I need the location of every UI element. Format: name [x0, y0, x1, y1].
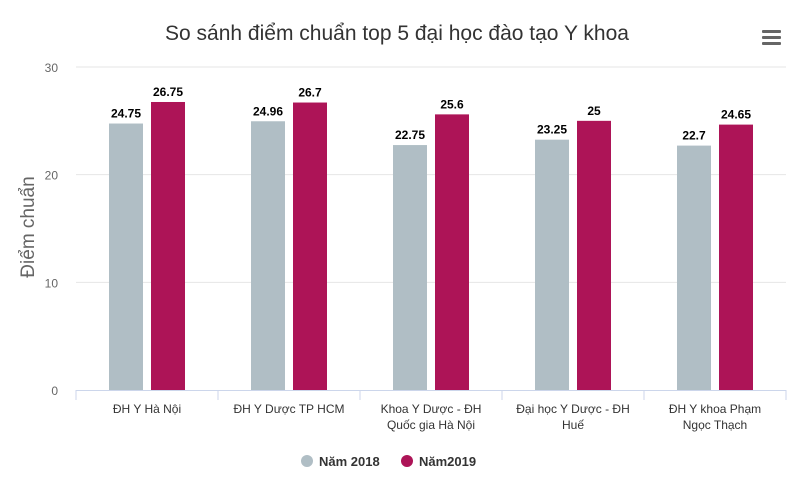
data-label: 26.7: [298, 86, 322, 100]
legend-item[interactable]: Năm 2018: [301, 454, 380, 469]
data-label: 26.75: [153, 85, 183, 99]
legend: Năm 2018 Năm2019: [301, 454, 476, 469]
y-tick-label: 20: [45, 169, 59, 183]
data-label: 22.75: [395, 128, 425, 142]
data-label: 23.25: [537, 123, 567, 137]
legend-item[interactable]: Năm2019: [401, 454, 476, 469]
data-label: 22.7: [682, 129, 706, 143]
legend-label: Năm 2018: [319, 454, 380, 469]
bar[interactable]: [577, 120, 611, 390]
x-tick-label: Khoa Y Dược - ĐH Quốc gia Hà Nội: [381, 402, 482, 432]
gridlines: [76, 66, 786, 283]
bar[interactable]: [251, 121, 285, 390]
bar[interactable]: [719, 124, 753, 390]
data-labels: 24.75 26.75 24.96 26.7 22.75 25.6 23.25 25 22.7 2…: [110, 84, 753, 144]
bar[interactable]: [151, 101, 185, 390]
x-axis: [75, 390, 787, 400]
data-label: 24.75: [111, 107, 141, 121]
legend-marker: [401, 455, 413, 467]
data-label: 25.6: [440, 97, 464, 111]
y-tick-label: 0: [51, 384, 58, 398]
y-tick-label: 10: [45, 276, 59, 290]
data-label: 24.96: [253, 104, 283, 118]
y-axis-title: Điểm chuẩn: [18, 176, 39, 277]
bar[interactable]: [109, 123, 143, 391]
data-label: 25: [587, 104, 601, 118]
legend-label: Năm2019: [419, 454, 476, 469]
bar[interactable]: [293, 102, 327, 390]
legend-marker: [301, 455, 313, 467]
x-tick-label: ĐH Y Hà Nội: [113, 402, 181, 416]
y-tick-label: 30: [45, 61, 59, 75]
x-tick-label: Đại học Y Dược - ĐH Huế: [516, 402, 630, 432]
x-axis-tick-labels: ĐH Y Hà Nội ĐH Y Dược TP HCM Khoa Y Dược -…: [113, 402, 761, 432]
bars: [109, 101, 753, 391]
data-label: 24.65: [721, 108, 751, 122]
hamburger-menu-icon[interactable]: [756, 24, 786, 50]
bar[interactable]: [677, 145, 711, 390]
bar[interactable]: [435, 114, 469, 390]
chart-title: So sánh điểm chuẩn top 5 đại học đào tạo…: [165, 22, 629, 45]
y-axis-tick-labels: 0 10 20 30: [45, 61, 59, 398]
bar[interactable]: [393, 145, 427, 390]
bar[interactable]: [535, 139, 569, 390]
x-tick-label: ĐH Y Dược TP HCM: [233, 402, 344, 416]
x-tick-label: ĐH Y khoa Phạm Ngọc Thạch: [669, 402, 761, 432]
